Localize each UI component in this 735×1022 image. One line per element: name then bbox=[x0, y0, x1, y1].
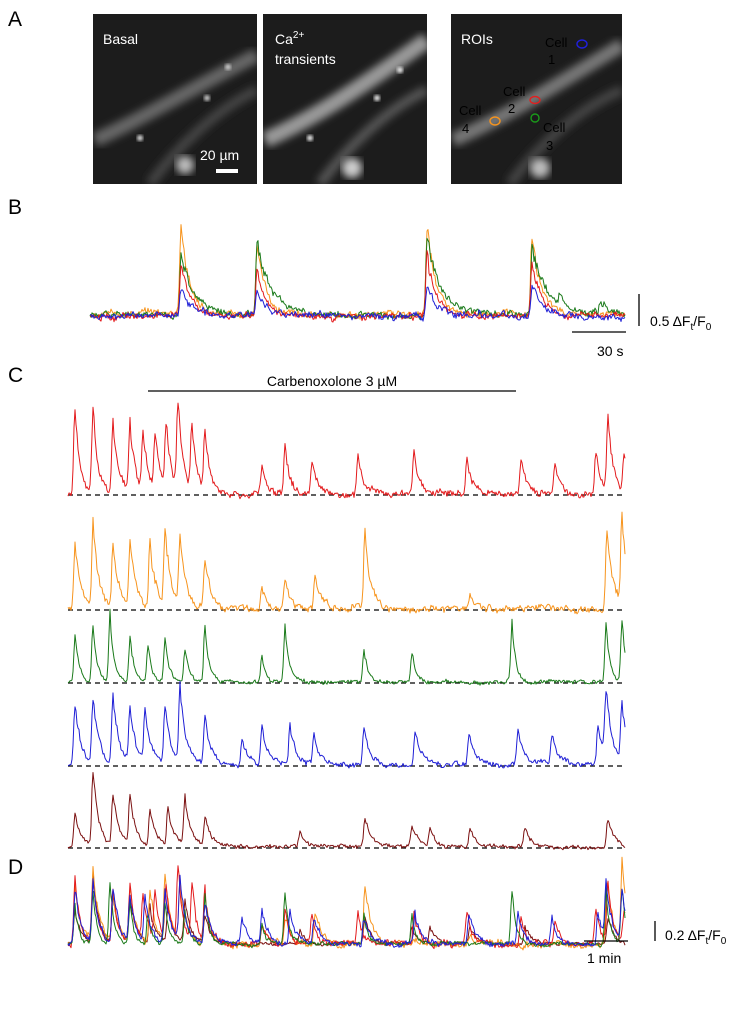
scale-subscript: 0 bbox=[721, 936, 727, 947]
trace bbox=[89, 284, 626, 322]
micrograph bbox=[263, 14, 427, 184]
trace bbox=[68, 681, 626, 769]
scale-bar-label: 30 s bbox=[597, 343, 623, 359]
roi-label: Cell bbox=[459, 103, 482, 118]
image-caption: Ca2+ bbox=[275, 30, 304, 47]
caption-text: Ca bbox=[275, 31, 293, 47]
trace bbox=[67, 608, 626, 686]
roi-label: Cell bbox=[503, 84, 526, 99]
caption-superscript: 2+ bbox=[293, 30, 305, 41]
panel-label: D bbox=[8, 856, 23, 879]
image-caption: ROIs bbox=[461, 31, 493, 47]
roi-label: 2 bbox=[508, 101, 515, 116]
scale-subscript: t bbox=[690, 322, 693, 333]
panel-label: A bbox=[8, 8, 22, 31]
roi-label: Cell bbox=[545, 35, 568, 50]
roi-label: 1 bbox=[548, 52, 555, 67]
trace bbox=[67, 402, 626, 500]
scale-bar-label: 1 min bbox=[587, 950, 621, 966]
scale-text: /F bbox=[708, 927, 720, 943]
panel-label: C bbox=[8, 364, 23, 387]
scale-bar bbox=[216, 169, 238, 173]
trace bbox=[67, 772, 626, 851]
trace bbox=[67, 874, 626, 948]
panel-label: B bbox=[8, 196, 22, 219]
roi-label: 3 bbox=[546, 138, 553, 153]
scale-text: /F bbox=[693, 313, 705, 329]
drug-label: Carbenoxolone 3 µM bbox=[267, 373, 397, 389]
scale-subscript: t bbox=[705, 936, 708, 947]
micrograph bbox=[93, 14, 257, 184]
trace bbox=[67, 865, 626, 950]
trace bbox=[89, 237, 626, 320]
scale-subscript: 0 bbox=[706, 322, 712, 333]
scale-text: 0.2 ΔF bbox=[665, 927, 705, 943]
roi-label: Cell bbox=[543, 120, 566, 135]
scale-text: 0.5 ΔF bbox=[650, 313, 690, 329]
trace bbox=[67, 872, 626, 947]
panel-d-traces bbox=[67, 856, 626, 951]
image-caption: Basal bbox=[103, 31, 138, 47]
roi-labels: Cell 1 Cell 2 Cell 3 Cell 4 bbox=[459, 35, 568, 153]
scale-bar-label: 0.2 ΔFt/F0 bbox=[665, 927, 727, 947]
panel-b-traces bbox=[89, 224, 626, 323]
scale-bar-label: 20 µm bbox=[200, 147, 239, 163]
panel-c-traces bbox=[67, 402, 626, 851]
trace bbox=[67, 511, 626, 615]
micrograph bbox=[451, 14, 622, 184]
roi-label: 4 bbox=[462, 121, 469, 136]
trace bbox=[67, 856, 626, 951]
image-caption: transients bbox=[275, 51, 336, 67]
scale-bar-label: 0.5 ΔFt/F0 bbox=[650, 313, 712, 333]
